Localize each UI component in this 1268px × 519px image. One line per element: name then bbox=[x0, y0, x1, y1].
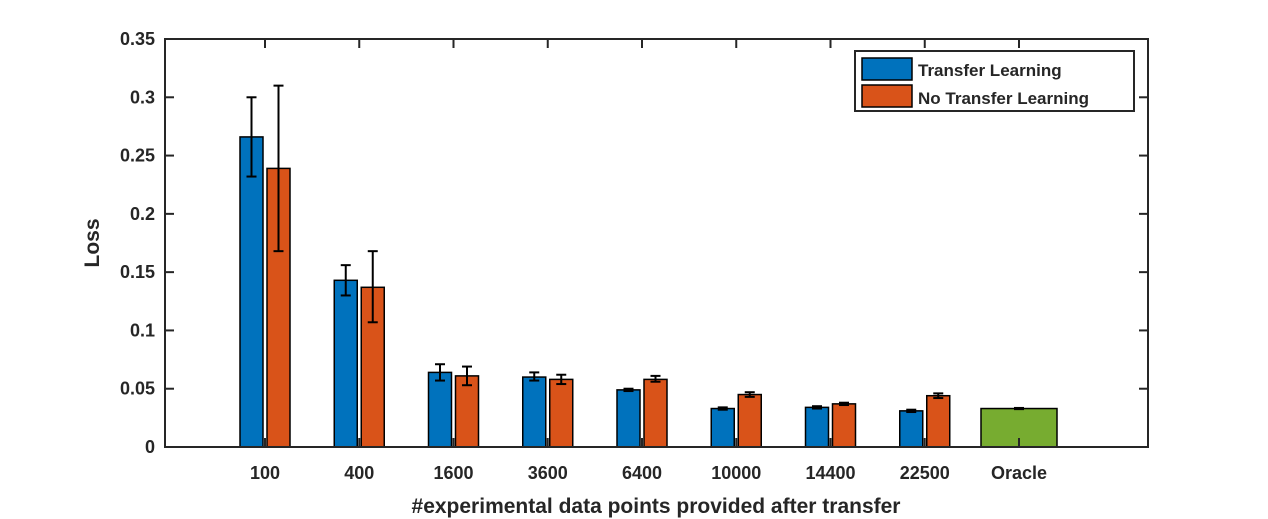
y-tick-label: 0.1 bbox=[130, 320, 155, 340]
x-tick-label-6400: 6400 bbox=[622, 463, 662, 483]
error-bar-no-transfer-learning-400 bbox=[367, 250, 378, 324]
y-axis-label: Loss bbox=[81, 218, 104, 267]
plot-area-frame bbox=[164, 38, 1149, 448]
error-bar-transfer-learning-400 bbox=[340, 264, 351, 297]
legend: Transfer Learning No Transfer Learning bbox=[854, 50, 1135, 112]
legend-swatch-no-transfer-learning bbox=[861, 84, 913, 108]
x-tick-label-400: 400 bbox=[344, 463, 374, 483]
error-bars-layer bbox=[246, 84, 1024, 414]
error-bar-no-transfer-learning-6400 bbox=[650, 374, 661, 383]
bar-no-transfer-learning-1600 bbox=[454, 375, 480, 448]
legend-label-no-transfer-learning: No Transfer Learning bbox=[918, 89, 1089, 108]
y-tick-label: 0.3 bbox=[130, 87, 155, 107]
bar-transfer-learning-6400 bbox=[616, 389, 641, 448]
bar-transfer-learning-100 bbox=[239, 136, 264, 448]
bar-no-transfer-learning-14400 bbox=[831, 403, 857, 448]
bar-transfer-learning-10000 bbox=[710, 407, 735, 448]
legend-swatch-transfer-learning bbox=[861, 57, 913, 81]
x-tick-label-3600: 3600 bbox=[528, 463, 568, 483]
error-bar-oracle-oracle bbox=[1014, 406, 1024, 411]
error-bar-transfer-learning-3600 bbox=[529, 371, 540, 382]
error-bar-no-transfer-learning-14400 bbox=[839, 401, 849, 407]
bar-no-transfer-learning-10000 bbox=[737, 393, 762, 448]
x-tick-label-100: 100 bbox=[250, 463, 280, 483]
y-tick-label: 0.35 bbox=[120, 29, 155, 49]
x-tick-label-1600: 1600 bbox=[433, 463, 473, 483]
x-tick-label-10000: 10000 bbox=[711, 463, 761, 483]
error-bar-no-transfer-learning-1600 bbox=[462, 365, 472, 387]
x-axis-label: #experimental data points provided after… bbox=[412, 495, 901, 518]
y-tick-label: 0.25 bbox=[120, 146, 155, 166]
error-bar-no-transfer-learning-3600 bbox=[556, 373, 567, 386]
bar-no-transfer-learning-22500 bbox=[926, 394, 951, 448]
y-tick-label: 0 bbox=[145, 437, 155, 457]
error-bar-no-transfer-learning-10000 bbox=[744, 391, 755, 398]
error-bar-transfer-learning-1600 bbox=[435, 363, 445, 382]
bar-transfer-learning-3600 bbox=[522, 376, 547, 448]
bars-layer bbox=[239, 136, 1058, 448]
error-bar-transfer-learning-10000 bbox=[717, 406, 728, 411]
x-axis: 100 400 1600 3600 6400 10000 14400 22500 Oracle bbox=[250, 39, 1047, 483]
legend-label-transfer-learning: Transfer Learning bbox=[918, 61, 1062, 80]
x-tick-label-oracle: Oracle bbox=[991, 463, 1047, 483]
bar-transfer-learning-400 bbox=[333, 279, 358, 448]
y-tick-label: 0.15 bbox=[120, 262, 155, 282]
error-bar-transfer-learning-6400 bbox=[623, 387, 634, 393]
bar-transfer-learning-14400 bbox=[804, 406, 830, 448]
y-tick-label: 0.05 bbox=[120, 379, 155, 399]
error-bar-transfer-learning-22500 bbox=[906, 408, 917, 414]
bar-no-transfer-learning-3600 bbox=[549, 378, 574, 448]
y-axis: 0 0.05 0.1 0.15 0.2 0.25 0.3 0.35 bbox=[120, 29, 1148, 457]
bar-transfer-learning-22500 bbox=[899, 410, 924, 448]
y-tick-label: 0.2 bbox=[130, 204, 155, 224]
error-bar-no-transfer-learning-22500 bbox=[933, 392, 944, 400]
error-bar-transfer-learning-14400 bbox=[812, 405, 822, 410]
x-tick-label-14400: 14400 bbox=[805, 463, 855, 483]
error-bar-transfer-learning-100 bbox=[246, 96, 257, 178]
x-tick-label-22500: 22500 bbox=[900, 463, 950, 483]
bar-transfer-learning-1600 bbox=[427, 371, 453, 448]
error-bar-no-transfer-learning-100 bbox=[273, 84, 284, 253]
bar-no-transfer-learning-6400 bbox=[643, 378, 668, 448]
